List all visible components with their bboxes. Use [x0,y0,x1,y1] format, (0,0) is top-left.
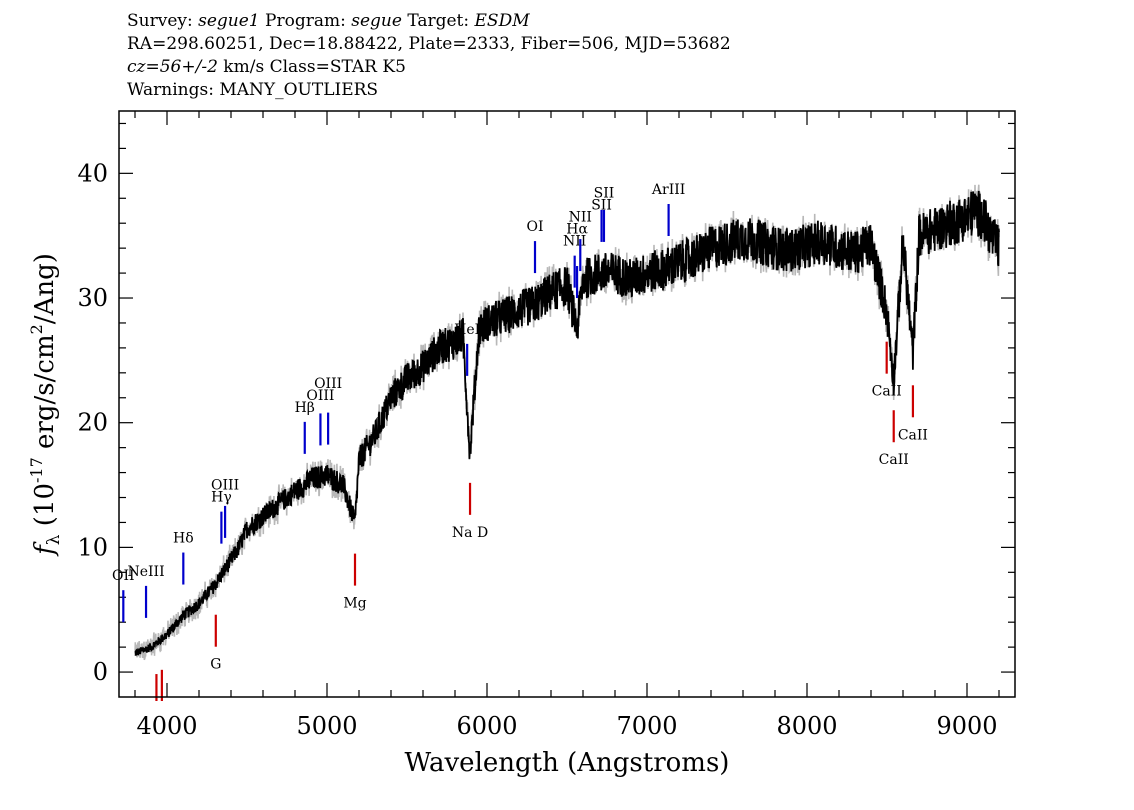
y-tick-label: 0 [93,658,108,686]
line-marker-label: Hδ [173,531,194,547]
y-label-exponent: -17 [27,457,46,483]
line-marker-label: CaII [898,427,928,443]
line-marker-label: SII [594,186,615,202]
x-tick-label: 6000 [456,712,517,740]
spectrum-series [134,184,1000,661]
line-marker-label: Hβ [295,400,315,416]
program-value: segue [351,11,402,31]
x-tick-label: 5000 [296,712,357,740]
x-tick-label: 4000 [136,712,197,740]
program-label: Program: [259,11,352,31]
x-tick-label: 7000 [616,712,677,740]
cz-value: cz=56+/-2 [127,57,218,77]
line-marker-label: NeIII [127,564,164,580]
survey-label: Survey: [127,11,199,31]
spectrum-header: Survey: segue1 Program: segue Target: ES… [127,10,731,102]
axis-ticks [119,111,1015,697]
header-line-redshift: cz=56+/-2 km/s Class=STAR K5 [127,56,731,79]
line-markers: OIINeIIIHδHγOIIIHβOIIIOIIIHeIOINIIHαNIIS… [112,182,928,701]
line-marker-label: OII [112,568,135,584]
x-axis-label: Wavelength (Angstroms) [405,748,730,778]
y-axis-label: fλ (10-17 erg/s/cm2/Ang) [27,253,64,557]
line-marker-label: OIII [306,388,334,404]
y-label-part-b: erg/s/cm [30,334,60,457]
y-tick-label: 20 [77,409,108,437]
line-marker-label: NII [569,210,592,226]
x-tick-label: 8000 [776,712,837,740]
target-label: Target: [401,11,475,31]
x-tick-label: 9000 [936,712,997,740]
header-line-survey: Survey: segue1 Program: segue Target: ES… [127,10,731,33]
target-value: ESDM [474,11,530,31]
line-marker-label: SII [591,198,612,214]
line-marker-label: HeI [454,322,480,338]
line-marker-label: Hγ [211,490,232,506]
y-label-part-c: /Ang) [30,253,60,324]
line-marker-label: OIII [314,376,342,392]
line-marker-label: Na D [452,525,488,541]
survey-value: segue1 [198,11,260,31]
y-label-part-a: (10 [30,483,60,535]
y-tick-label: 40 [77,159,108,187]
header-line-coordinates: RA=298.60251, Dec=18.88422, Plate=2333, … [127,34,731,54]
line-marker-label: OIII [211,478,239,494]
class-text: km/s Class=STAR K5 [217,57,406,77]
plot-frame [118,110,1016,698]
line-marker-label: Hα [566,222,588,238]
y-tick-label: 10 [77,533,108,561]
y-tick-label: 30 [77,284,108,312]
y-label-square: 2 [27,324,46,334]
axis-tick-labels: 4000 5000 6000 7000 8000 9000 0 10 20 30 40 [77,159,997,740]
line-marker-label: Mg [343,596,366,612]
header-line-warnings: Warnings: MANY_OUTLIERS [127,80,379,100]
line-marker-label: G [210,657,221,673]
line-marker-label: OI [526,219,543,235]
y-label-lambda: λ [44,534,64,545]
line-marker-label: CaII [872,384,902,400]
line-marker-label: ArIII [651,182,685,198]
spectrum-flux-line [134,190,1000,656]
line-marker-label: CaII [879,452,909,468]
